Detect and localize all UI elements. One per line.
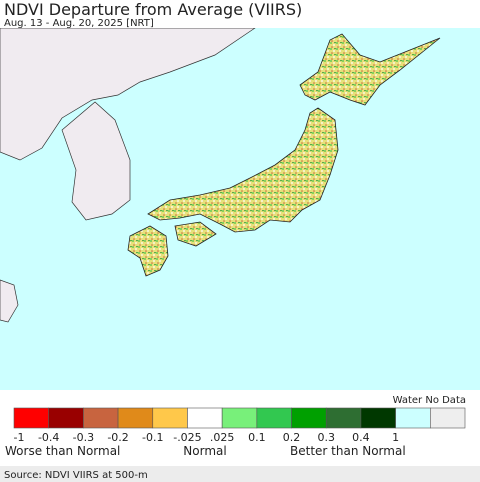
legend-tick-label: 0.3 xyxy=(317,431,335,444)
legend-tick-label: -0.4 xyxy=(38,431,59,444)
hokkaido xyxy=(299,33,441,106)
source-band xyxy=(0,466,480,482)
legend-swatch xyxy=(13,407,49,429)
subtitle: Aug. 13 - Aug. 20, 2025 [NRT] xyxy=(4,18,154,29)
legend-swatch xyxy=(256,407,292,429)
legend-swatch xyxy=(117,407,154,429)
island-west xyxy=(0,279,19,323)
legend-tick-label: -1 xyxy=(14,431,25,444)
legend-tick-label: 1 xyxy=(392,431,399,444)
legend-caption: Better than Normal xyxy=(290,444,406,458)
title-band xyxy=(0,0,480,28)
legend-caption: Normal xyxy=(183,444,226,458)
map xyxy=(0,27,480,390)
legend-tick-label: 0.1 xyxy=(248,431,266,444)
legend-tick-label: -0.1 xyxy=(142,431,163,444)
legend-swatch xyxy=(430,407,466,429)
legend-swatch xyxy=(395,407,431,429)
legend: Water No Data -1 -0.4 -0.3 -0.2 -0.1 -.025 .02… xyxy=(5,395,466,458)
legend-swatch xyxy=(221,407,258,429)
legend-swatch xyxy=(360,407,396,429)
legend-caption: Worse than Normal xyxy=(5,444,120,458)
legend-tick-label: 0.4 xyxy=(352,431,370,444)
legend-tick-label: -.025 xyxy=(173,431,201,444)
source: Source: NDVI VIIRS at 500-m xyxy=(4,470,148,481)
legend-swatch xyxy=(83,407,119,429)
no-data-label: Water No Data xyxy=(393,395,466,406)
title: NDVI Departure from Average (VIIRS) xyxy=(4,0,302,19)
legend-swatch xyxy=(325,407,362,429)
legend-tick-label: 0.2 xyxy=(283,431,301,444)
shikoku xyxy=(174,221,217,247)
korea xyxy=(61,101,131,221)
legend-tick-label: -0.3 xyxy=(73,431,94,444)
legend-swatch xyxy=(291,407,327,429)
kyushu xyxy=(127,225,169,277)
legend-tick-label: .025 xyxy=(210,431,235,444)
legend-swatch xyxy=(152,407,188,429)
legend-swatch xyxy=(48,407,84,429)
legend-tick-label: -0.2 xyxy=(107,431,128,444)
legend-swatch xyxy=(187,407,223,429)
mainland xyxy=(0,27,257,161)
honshu xyxy=(147,107,339,233)
